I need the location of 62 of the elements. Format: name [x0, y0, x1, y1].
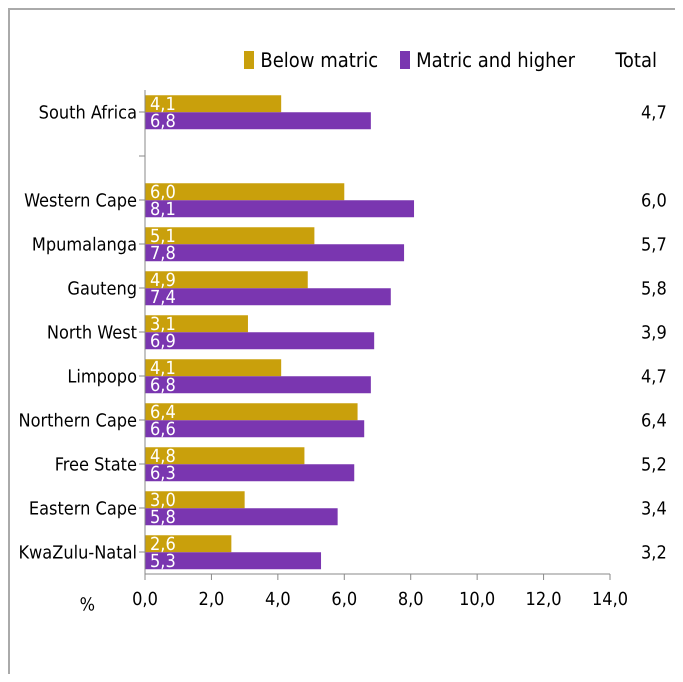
x-tick-label: 0,0 — [132, 588, 158, 610]
y-tick-label: Northern Cape — [18, 410, 138, 432]
text: 5,2 — [641, 454, 667, 476]
data-label: 6,6 — [150, 419, 176, 440]
text: 3,4 — [641, 498, 667, 520]
text: Total — [615, 48, 657, 72]
legend-label: Below matric — [260, 48, 378, 72]
x-tick-label: 12,0 — [526, 588, 562, 610]
bar — [145, 244, 404, 262]
y-tick-label: Eastern Cape — [28, 498, 138, 520]
x-tick-label: 4,0 — [264, 588, 291, 610]
bar — [145, 447, 304, 464]
text: 3,9 — [641, 322, 667, 344]
text: 6,4 — [641, 410, 667, 432]
y-tick-label: Free State — [54, 454, 138, 476]
data-label: 6,9 — [150, 331, 176, 352]
x-tick-label: 8,0 — [398, 588, 424, 610]
data-label: 5,8 — [150, 507, 176, 528]
text: 6,0 — [641, 190, 667, 212]
legend-label: Matric and higher — [416, 48, 575, 72]
bar — [145, 332, 374, 350]
x-axis-title: % — [80, 594, 95, 616]
data-label: 7,4 — [150, 287, 176, 308]
y-tick-label: KwaZulu-Natal — [18, 542, 137, 564]
y-tick-label: North West — [46, 322, 137, 344]
bar — [145, 535, 232, 552]
bar — [145, 403, 358, 420]
bar — [145, 112, 371, 130]
x-tick-label: 6,0 — [331, 588, 358, 610]
bar — [145, 552, 322, 570]
text: 5,8 — [641, 278, 667, 300]
bar — [145, 376, 371, 394]
y-tick-label: Gauteng — [67, 278, 137, 300]
data-label: 6,8 — [150, 375, 176, 396]
x-tick-label: 2,0 — [198, 588, 224, 610]
data-label: 5,3 — [150, 551, 176, 572]
bar — [145, 288, 391, 306]
bar — [145, 271, 308, 288]
y-tick-label: Limpopo — [67, 366, 138, 388]
bar — [145, 183, 344, 200]
x-tick-label: 14,0 — [592, 588, 628, 610]
bar — [145, 200, 414, 218]
x-tick-label: 10,0 — [459, 588, 496, 610]
bar — [145, 420, 364, 438]
bar — [145, 508, 338, 526]
data-label: 6,3 — [150, 463, 176, 484]
text: 4,7 — [641, 366, 667, 388]
bar — [145, 95, 282, 112]
y-tick-label: Western Cape — [24, 190, 138, 212]
y-tick-label: Mpumalanga — [32, 234, 137, 256]
bar — [145, 359, 282, 376]
bar — [145, 491, 245, 508]
data-label: 7,8 — [150, 243, 176, 264]
bar — [145, 315, 248, 332]
bar — [145, 227, 314, 244]
data-label: 6,8 — [150, 111, 176, 132]
text: 4,7 — [641, 102, 667, 124]
data-label: 8,1 — [150, 199, 176, 220]
y-tick-label: South Africa — [38, 102, 137, 124]
text: 5,7 — [641, 234, 667, 256]
bar — [145, 464, 354, 482]
text: 3,2 — [641, 542, 667, 564]
